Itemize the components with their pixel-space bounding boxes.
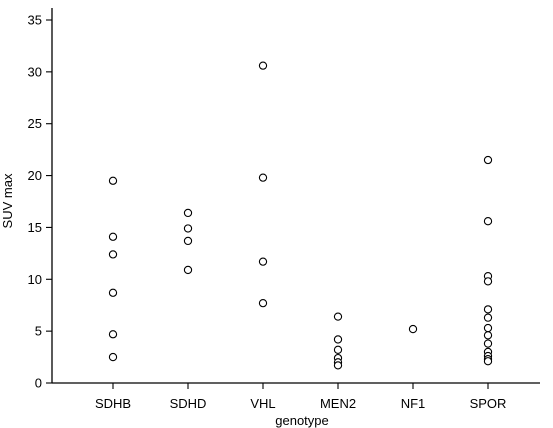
data-points: [108, 61, 493, 370]
y-tick-label: 20: [28, 168, 42, 183]
y-tick-label: 5: [35, 324, 42, 339]
y-tick-label: 30: [28, 64, 42, 79]
x-axis-ticks: SDHB SDHD VHL MEN2 NF1 SPOR: [95, 383, 506, 411]
data-point: [258, 173, 268, 182]
y-tick-label: 25: [28, 116, 42, 131]
data-point: [483, 217, 493, 226]
data-point: [183, 236, 193, 246]
data-point: [333, 335, 343, 344]
x-tick-label: VHL: [250, 396, 275, 411]
x-tick-label: SDHD: [170, 396, 207, 411]
y-axis-ticks: 0 5 10 15 20 25 30 35: [28, 13, 52, 391]
data-point: [483, 331, 493, 340]
data-point: [483, 305, 493, 314]
x-axis-title: genotype: [275, 413, 329, 428]
data-point: [108, 330, 118, 339]
y-axis-title: SUV max: [0, 173, 15, 228]
data-point: [183, 265, 193, 275]
x-tick-label: NF1: [401, 396, 426, 411]
data-point: [483, 277, 493, 286]
data-point: [483, 323, 493, 333]
data-point: [108, 250, 118, 259]
y-tick-label: 0: [35, 376, 42, 391]
data-point: [483, 155, 493, 165]
y-tick-label: 15: [28, 220, 42, 235]
y-tick-label: 10: [28, 272, 42, 287]
data-point: [183, 208, 193, 218]
x-tick-label: SPOR: [470, 396, 507, 411]
data-point: [333, 312, 343, 321]
data-point: [108, 352, 118, 362]
y-tick-label: 35: [28, 13, 42, 28]
data-point: [258, 257, 268, 266]
data-point: [183, 224, 193, 233]
data-point: [258, 298, 268, 308]
x-tick-label: SDHB: [95, 396, 131, 411]
data-point: [483, 357, 493, 366]
data-point: [108, 232, 118, 241]
data-point: [108, 176, 118, 185]
data-point: [333, 361, 343, 370]
data-point: [108, 288, 118, 297]
data-point: [483, 339, 493, 348]
data-point: [483, 313, 493, 322]
data-point: [408, 324, 418, 334]
data-point: [258, 61, 268, 70]
data-point: [333, 345, 343, 354]
x-tick-label: MEN2: [320, 396, 356, 411]
